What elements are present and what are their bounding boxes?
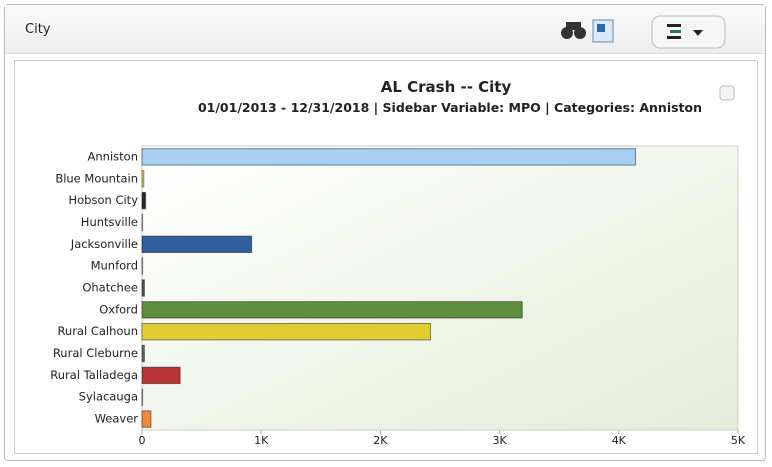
y-tick-label: Sylacauga — [79, 390, 138, 404]
bar — [141, 410, 152, 428]
collapse-icon[interactable] — [719, 85, 735, 101]
bar — [141, 279, 145, 297]
y-tick-label: Rural Cleburne — [53, 346, 138, 360]
plot-area — [141, 145, 739, 431]
y-tick-label: Blue Mountain — [55, 171, 138, 185]
chart-frame — [14, 60, 758, 454]
chart-subtitle: 01/01/2013 - 12/31/2018 | Sidebar Variab… — [197, 100, 703, 115]
y-tick-label: Huntsville — [81, 215, 138, 229]
toolbar — [561, 15, 735, 101]
panel-header: City — [5, 5, 765, 54]
bar — [141, 213, 144, 232]
bar — [141, 235, 253, 254]
bar — [141, 257, 144, 275]
x-tick-label: 5K — [731, 434, 746, 447]
panel: City — [4, 4, 766, 461]
x-tick-label: 0 — [139, 434, 146, 447]
bar — [141, 366, 181, 385]
bar — [141, 148, 636, 166]
x-tick-label: 2K — [373, 434, 388, 447]
x-tick-label: 3K — [492, 434, 507, 447]
y-tick-label: Hobson City — [69, 193, 139, 207]
bar — [141, 344, 145, 363]
y-tick-label: Rural Calhoun — [57, 324, 138, 338]
menu-button[interactable] — [651, 15, 726, 49]
y-tick-label: Jacksonville — [70, 237, 138, 251]
bar — [141, 388, 144, 406]
y-tick-label: Rural Talladega — [50, 368, 138, 382]
x-tick-label: 1K — [254, 434, 269, 447]
export-icon[interactable] — [592, 19, 614, 43]
bar — [141, 191, 147, 210]
bar — [141, 301, 523, 319]
y-tick-label: Weaver — [95, 412, 139, 426]
x-tick-label: 4K — [612, 434, 627, 447]
y-tick-label: Oxford — [99, 302, 138, 316]
binoculars-icon[interactable] — [561, 22, 586, 39]
y-tick-label: Anniston — [88, 149, 138, 163]
y-tick-label: Munford — [91, 259, 138, 273]
panel-title: City — [25, 22, 51, 37]
bar — [141, 170, 145, 188]
bar — [141, 323, 431, 341]
y-tick-label: Ohatchee — [82, 281, 138, 295]
chart-title: AL Crash -- City — [380, 78, 512, 96]
